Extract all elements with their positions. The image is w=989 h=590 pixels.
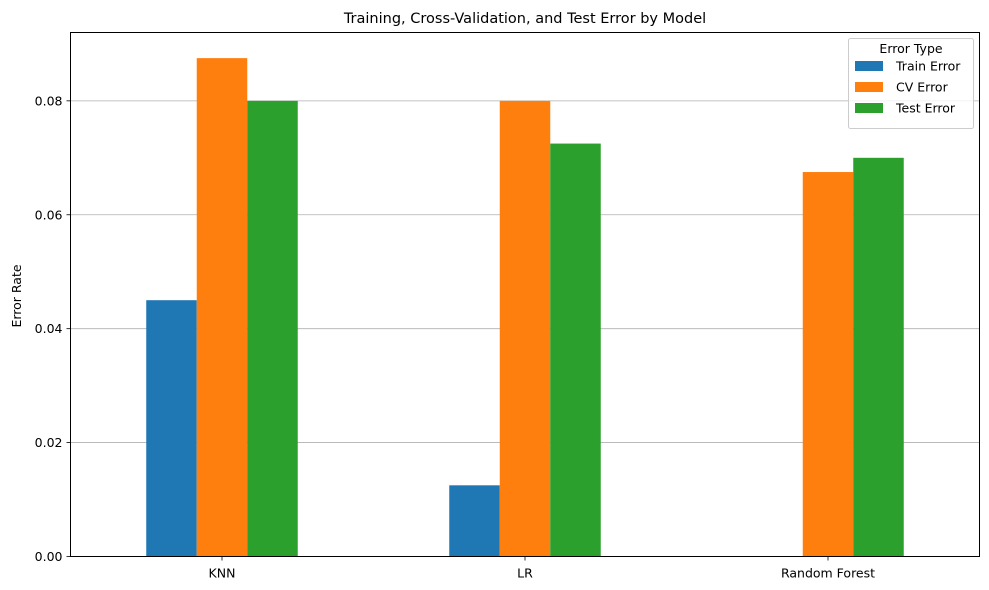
bar-cv-error-lr <box>499 100 551 557</box>
y-tick-label: 0.08 <box>35 93 63 108</box>
x-tick-label: LR <box>517 566 533 581</box>
bar-train-error-lr <box>449 485 500 557</box>
y-tick-label: 0.00 <box>35 549 63 564</box>
y-tick-label: 0.06 <box>35 207 63 222</box>
legend-swatch <box>855 61 883 71</box>
legend-entries: Train Error CV Error Test Error <box>855 59 961 116</box>
bar-test-error-random-forest <box>853 157 904 557</box>
legend-swatch <box>855 82 883 92</box>
y-axis-label: Error Rate <box>9 264 24 327</box>
legend-title: Error Type <box>879 41 942 56</box>
bar-test-error-knn <box>247 100 298 557</box>
chart-title: Training, Cross-Validation, and Test Err… <box>343 11 706 27</box>
legend: Error Type Train Error CV Error Test Error <box>848 38 974 129</box>
y-tick-label: 0.04 <box>35 321 63 336</box>
bars <box>146 58 904 557</box>
axis-ticks: 0.00 0.02 0.04 0.06 0.08 KNN LR Random Forest <box>35 93 875 580</box>
x-tick-label: KNN <box>209 566 236 581</box>
bar-cv-error-knn <box>196 58 248 557</box>
legend-label: Test Error <box>895 101 956 116</box>
x-tick-label: Random Forest <box>781 566 875 581</box>
bar-cv-error-random-forest <box>802 172 854 557</box>
bar-test-error-lr <box>550 143 601 557</box>
legend-swatch <box>855 103 883 113</box>
legend-label: Train Error <box>895 59 961 74</box>
y-tick-label: 0.02 <box>35 435 63 450</box>
legend-label: CV Error <box>896 80 949 95</box>
bar-train-error-knn <box>146 300 197 557</box>
